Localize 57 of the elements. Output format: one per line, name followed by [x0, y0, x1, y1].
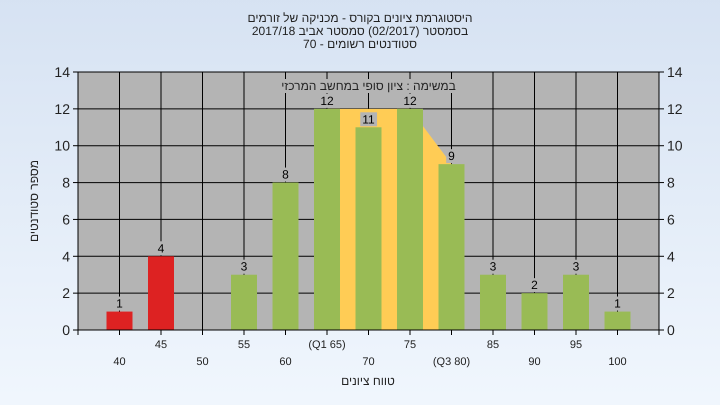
- data-label: 1: [614, 296, 622, 311]
- bar: [563, 274, 589, 330]
- x-tick-label: 55: [238, 339, 250, 351]
- data-label: 11: [362, 112, 376, 126]
- bar: [148, 256, 174, 330]
- y-tick-label: 6: [62, 211, 70, 228]
- bar: [356, 127, 382, 330]
- y2-tick-label: 12: [667, 100, 683, 117]
- bar: [522, 293, 548, 330]
- data-label: 9: [448, 149, 456, 164]
- y2-tick-label: 8: [667, 174, 675, 191]
- data-label: 12: [403, 94, 417, 108]
- y-tick-label: 14: [54, 64, 70, 80]
- y-tick-label: 0: [62, 322, 70, 338]
- y-tick-label: 12: [54, 100, 70, 117]
- x-axis-title: טווח ציונים: [341, 374, 396, 388]
- bar: [604, 312, 630, 330]
- chart-title: היסטוגרמת ציונים בקורס - מכניקה של זורמים בסמסטר (02/2017) סמסטר אביב 2017/18 סטודנטים רשומים - 70: [248, 11, 472, 51]
- x-tick-label: 70: [362, 356, 375, 368]
- data-label: 1: [116, 296, 124, 311]
- bar: [231, 274, 257, 330]
- data-label: 2: [531, 278, 538, 292]
- x-tick-label: 95: [570, 339, 582, 351]
- data-label: 3: [572, 260, 580, 274]
- y2-tick-label: 6: [667, 211, 675, 228]
- bar: [106, 312, 132, 330]
- data-label: 3: [490, 260, 497, 274]
- y2-tick-label: 0: [667, 322, 675, 338]
- x-tick-label: 45: [154, 339, 168, 351]
- bar: [480, 274, 506, 330]
- x-tick-label: 85: [486, 339, 500, 351]
- x-tick-label: 75: [404, 339, 416, 351]
- y2-tick-label: 4: [667, 248, 675, 264]
- x-tick-label: (Q3 80): [432, 356, 470, 368]
- bar: [438, 164, 464, 330]
- bar: [272, 182, 298, 330]
- x-tick-label: 50: [196, 356, 209, 368]
- data-label: 4: [158, 241, 165, 256]
- y-tick-label: 10: [54, 138, 70, 154]
- x-tick-label: 40: [113, 356, 126, 368]
- annotation: במשימה : ציון סופי במחשב המרכזי: [281, 79, 456, 93]
- y-axis-title: מספר סטודנטים: [27, 160, 41, 242]
- x-tick-label: 60: [279, 356, 292, 368]
- y2-tick-label: 10: [667, 138, 683, 154]
- y-tick-label: 2: [62, 285, 70, 302]
- data-label: 8: [282, 168, 290, 182]
- bar: [314, 108, 340, 330]
- y-tick-label: 4: [62, 248, 70, 264]
- bar: [397, 108, 423, 330]
- x-tick-label: 90: [528, 356, 541, 368]
- x-tick-label: 100: [608, 356, 627, 368]
- x-tick-label: (Q1 65): [308, 339, 346, 351]
- data-label: 12: [320, 94, 334, 108]
- y2-tick-label: 2: [667, 285, 675, 302]
- y-tick-label: 8: [62, 174, 70, 191]
- y2-tick-label: 14: [667, 64, 683, 80]
- data-label: 3: [240, 260, 248, 274]
